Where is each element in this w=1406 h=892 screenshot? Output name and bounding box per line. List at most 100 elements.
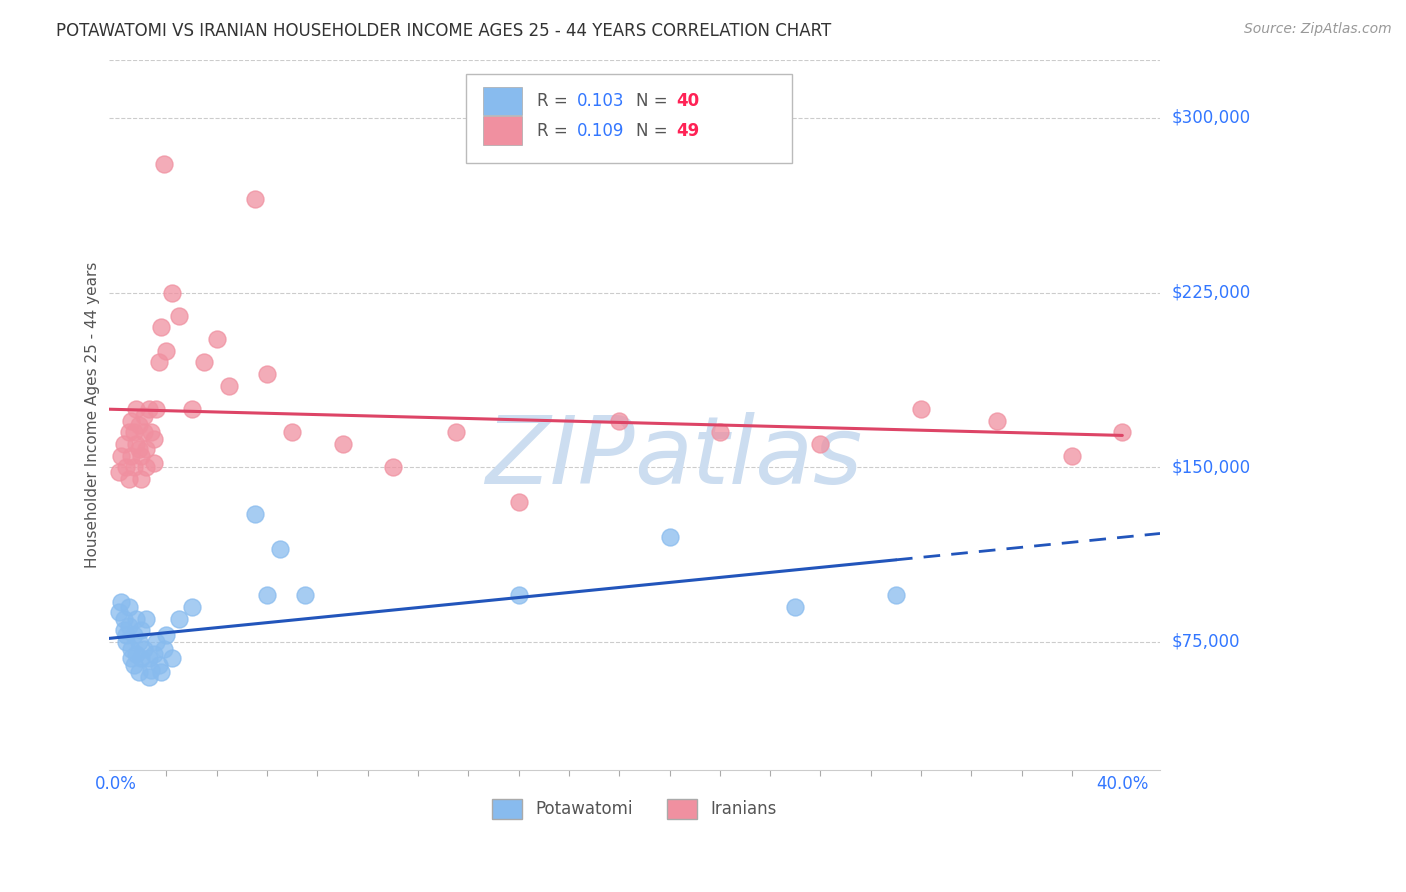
Point xyxy=(115,635,138,649)
Point xyxy=(1111,425,1133,440)
Point xyxy=(508,588,530,602)
FancyBboxPatch shape xyxy=(467,74,792,162)
Point xyxy=(142,647,165,661)
Point xyxy=(150,665,173,680)
Point xyxy=(281,425,304,440)
Point xyxy=(148,355,170,369)
Text: 0.103: 0.103 xyxy=(576,92,624,110)
Text: atlas: atlas xyxy=(634,412,863,503)
Point xyxy=(122,460,145,475)
Text: 49: 49 xyxy=(676,121,700,140)
Point xyxy=(785,599,807,614)
Point xyxy=(141,425,163,440)
Point xyxy=(508,495,530,509)
Point xyxy=(132,409,155,423)
Point xyxy=(986,414,1008,428)
Point xyxy=(205,332,228,346)
Point xyxy=(243,192,266,206)
Point xyxy=(607,414,630,428)
Point xyxy=(125,647,148,661)
Point xyxy=(135,611,157,625)
Text: $300,000: $300,000 xyxy=(1171,109,1250,127)
Point xyxy=(122,628,145,642)
Point xyxy=(110,449,132,463)
Point xyxy=(658,530,681,544)
Point xyxy=(118,618,141,632)
Point xyxy=(135,442,157,456)
Point xyxy=(118,599,141,614)
Point xyxy=(122,425,145,440)
Point xyxy=(112,611,135,625)
Point xyxy=(142,456,165,470)
Point xyxy=(243,507,266,521)
Point xyxy=(884,588,907,602)
Text: $75,000: $75,000 xyxy=(1171,633,1240,651)
Point xyxy=(332,437,354,451)
Text: 40: 40 xyxy=(676,92,700,110)
Point xyxy=(128,442,150,456)
Text: Source: ZipAtlas.com: Source: ZipAtlas.com xyxy=(1244,22,1392,37)
Point xyxy=(155,343,177,358)
Point xyxy=(112,624,135,638)
Point xyxy=(120,651,142,665)
Point xyxy=(118,472,141,486)
Point xyxy=(138,670,160,684)
Text: POTAWATOMI VS IRANIAN HOUSEHOLDER INCOME AGES 25 - 44 YEARS CORRELATION CHART: POTAWATOMI VS IRANIAN HOUSEHOLDER INCOME… xyxy=(56,22,831,40)
Text: R =: R = xyxy=(537,121,572,140)
Point xyxy=(128,635,150,649)
Text: $225,000: $225,000 xyxy=(1171,284,1250,301)
Point xyxy=(160,651,183,665)
Point xyxy=(150,320,173,334)
FancyBboxPatch shape xyxy=(482,87,522,115)
Point xyxy=(142,432,165,446)
FancyBboxPatch shape xyxy=(482,117,522,145)
Point xyxy=(444,425,467,440)
Point xyxy=(180,401,202,416)
Text: $150,000: $150,000 xyxy=(1171,458,1250,476)
Point xyxy=(131,624,153,638)
Text: R =: R = xyxy=(537,92,572,110)
Point xyxy=(141,663,163,677)
Point xyxy=(810,437,832,451)
Point xyxy=(131,472,153,486)
Text: ZIP: ZIP xyxy=(485,412,634,503)
Point xyxy=(167,611,190,625)
Point xyxy=(107,465,129,479)
Point xyxy=(381,460,404,475)
Point xyxy=(128,665,150,680)
Point xyxy=(138,401,160,416)
Point xyxy=(145,401,167,416)
Text: 0.109: 0.109 xyxy=(576,121,624,140)
Point xyxy=(122,658,145,673)
Point xyxy=(132,425,155,440)
Point xyxy=(148,658,170,673)
Point xyxy=(120,641,142,656)
Point xyxy=(128,418,150,433)
Text: N =: N = xyxy=(637,121,673,140)
Y-axis label: Householder Income Ages 25 - 44 years: Householder Income Ages 25 - 44 years xyxy=(86,261,100,568)
Point xyxy=(256,588,278,602)
Point xyxy=(155,628,177,642)
Legend: Potawatomi, Iranians: Potawatomi, Iranians xyxy=(485,792,783,826)
Point xyxy=(269,541,291,556)
Point xyxy=(118,425,141,440)
Point xyxy=(180,599,202,614)
Point xyxy=(120,449,142,463)
Point xyxy=(145,635,167,649)
Point xyxy=(153,641,176,656)
Point xyxy=(218,378,240,392)
Point xyxy=(110,595,132,609)
Point xyxy=(125,611,148,625)
Point xyxy=(125,437,148,451)
Point xyxy=(160,285,183,300)
Point xyxy=(131,651,153,665)
Text: N =: N = xyxy=(637,92,673,110)
Point xyxy=(115,460,138,475)
Point xyxy=(709,425,731,440)
Point xyxy=(135,460,157,475)
Point xyxy=(120,414,142,428)
Point xyxy=(115,628,138,642)
Point xyxy=(193,355,215,369)
Point xyxy=(910,401,932,416)
Point xyxy=(138,651,160,665)
